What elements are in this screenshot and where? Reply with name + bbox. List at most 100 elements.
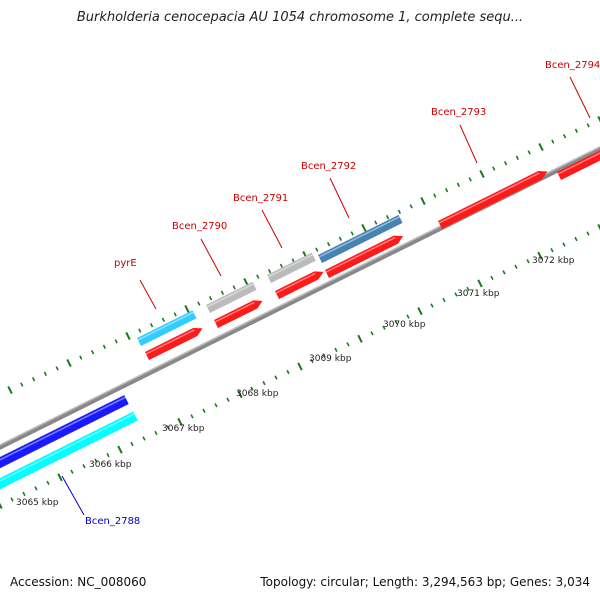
lower-tick-mark	[417, 307, 423, 316]
lower-tick-mark	[46, 480, 50, 485]
upper-tick-mark	[361, 223, 367, 233]
cds-arrow-Bcen_2794-highlight	[557, 152, 600, 175]
upper-tick-mark	[102, 344, 107, 349]
upper-tick-mark	[456, 182, 461, 187]
lower-tick-mark	[166, 425, 170, 430]
upper-tick-mark	[55, 366, 59, 371]
genome-summary: Topology: circular; Length: 3,294,563 bp…	[260, 575, 590, 589]
cds-arrow-Bcen_2788[interactable]	[0, 395, 129, 471]
upper-tick-mark	[43, 371, 48, 376]
cds-arrow-Bcen_2793[interactable]	[438, 171, 548, 230]
upper-tick-mark	[397, 209, 402, 214]
upper-tick-mark	[291, 258, 295, 263]
gene-feature-Bcen_2792-body	[318, 214, 403, 264]
lower-tick-mark	[117, 445, 123, 454]
cds-arrow-Bcen_2791[interactable]	[275, 271, 324, 300]
upper-tick-mark	[267, 269, 272, 274]
upper-tick-mark	[468, 177, 472, 182]
cds-arrow-Bcen_2791-highlight	[275, 272, 316, 294]
gene-feature-pyrE-body	[137, 310, 197, 347]
gene-feature-Bcen_2788-body	[0, 411, 138, 490]
upper-tick-mark	[125, 331, 131, 341]
lower-tick-mark	[382, 325, 386, 330]
gene-leader-line	[200, 238, 222, 277]
lower-tick-mark	[142, 436, 146, 441]
upper-tick-mark	[79, 355, 83, 360]
upper-tick-mark	[279, 263, 284, 268]
gene-feature-pyrE-highlight	[137, 311, 194, 341]
upper-tick-mark	[444, 188, 449, 193]
gene-leader-line	[459, 124, 478, 164]
gene-label-Bcen_2790[interactable]: Bcen_2790	[172, 221, 227, 232]
lower-tick-mark	[262, 380, 266, 386]
gene-leader-line	[569, 76, 591, 119]
gene-feature-Bcen_2791[interactable]	[267, 252, 316, 284]
gene-feature-Bcen_2791-body	[267, 252, 316, 284]
upper-tick-mark	[138, 328, 142, 333]
lower-tick-mark	[82, 464, 86, 469]
upper-tick-mark	[161, 317, 166, 322]
ruler-label: 3068 kbp	[236, 389, 279, 399]
cds-arrow-pyrE[interactable]	[145, 327, 203, 361]
upper-tick-mark	[385, 215, 390, 220]
upper-tick-mark	[574, 128, 579, 133]
lower-tick-mark	[130, 441, 134, 447]
lower-tick-mark	[477, 279, 483, 288]
cds-arrow-pyrE-body	[145, 327, 203, 361]
cds-arrow-Bcen_2794[interactable]	[557, 149, 600, 181]
cds-arrow-Bcen_2792[interactable]	[325, 235, 404, 279]
gene-label-Bcen_2792[interactable]: Bcen_2792	[301, 161, 356, 172]
lower-tick-mark	[597, 223, 600, 231]
upper-tick-mark	[149, 323, 154, 328]
upper-tick-mark	[433, 193, 437, 198]
gene-leader-line	[261, 209, 283, 249]
gene-label-Bcen_2788[interactable]: Bcen_2788	[85, 516, 140, 527]
lower-tick-mark	[0, 502, 3, 510]
gene-feature-pyrE[interactable]	[137, 310, 197, 347]
lower-tick-mark	[250, 386, 254, 391]
lower-tick-mark	[454, 292, 458, 297]
lower-tick-mark	[537, 251, 543, 260]
upper-tick-mark	[66, 358, 72, 368]
gene-feature-Bcen_2792-highlight	[318, 216, 400, 258]
gene-label-Bcen_2794[interactable]: Bcen_2794	[545, 60, 600, 71]
upper-tick-mark	[479, 169, 485, 179]
ruler-label: 3069 kbp	[309, 354, 352, 364]
upper-tick-mark	[220, 290, 225, 295]
lower-tick-mark	[346, 342, 350, 347]
gene-feature-Bcen_2790[interactable]	[206, 281, 257, 314]
upper-tick-mark	[527, 150, 531, 155]
upper-tick-mark	[114, 339, 118, 344]
gene-label-Bcen_2793[interactable]: Bcen_2793	[431, 107, 486, 118]
lower-tick-mark	[490, 275, 494, 281]
upper-tick-mark	[90, 350, 95, 355]
upper-tick-mark	[315, 247, 319, 252]
upper-tick-mark	[515, 155, 520, 160]
lower-tick-mark	[70, 469, 74, 474]
gene-feature-Bcen_2790-highlight	[206, 283, 254, 308]
cds-arrow-Bcen_2792-highlight	[325, 236, 396, 273]
ruler-label: 3072 kbp	[532, 256, 575, 266]
gene-feature-Bcen_2788[interactable]	[0, 411, 138, 492]
lower-tick-mark	[310, 358, 314, 364]
cds-arrow-Bcen_2790[interactable]	[214, 300, 263, 329]
upper-tick-mark	[420, 196, 426, 206]
gene-feature-Bcen_2792[interactable]	[318, 214, 403, 264]
upper-tick-mark	[232, 285, 236, 290]
lower-tick-mark	[226, 397, 230, 402]
upper-tick-mark	[551, 139, 555, 144]
lower-tick-mark	[466, 286, 470, 292]
cds-arrow-Bcen_2788-body	[0, 395, 129, 469]
upper-tick-mark	[562, 134, 567, 139]
lower-tick-mark	[297, 362, 303, 371]
gene-leader-line	[329, 177, 350, 219]
map-title: Burkholderia cenocepacia AU 1054 chromos…	[76, 10, 524, 25]
upper-tick-mark	[374, 220, 378, 225]
upper-tick-mark	[20, 382, 24, 387]
cds-arrow-pyrE-highlight	[145, 329, 195, 355]
gene-label-pyrE[interactable]: pyrE	[114, 258, 137, 269]
lower-tick-mark	[550, 248, 554, 253]
ruler-label: 3067 kbp	[162, 424, 205, 434]
gene-label-Bcen_2791[interactable]: Bcen_2791	[233, 193, 288, 204]
